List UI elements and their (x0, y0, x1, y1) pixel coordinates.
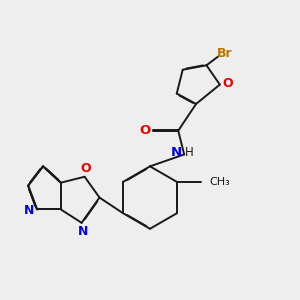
Text: N: N (170, 146, 182, 160)
Text: CH₃: CH₃ (210, 177, 230, 187)
Text: N: N (23, 204, 34, 218)
Text: O: O (139, 124, 150, 136)
Text: Br: Br (217, 47, 232, 60)
Text: O: O (223, 76, 233, 90)
Text: H: H (185, 146, 194, 160)
Text: O: O (81, 162, 92, 175)
Text: N: N (78, 225, 88, 238)
